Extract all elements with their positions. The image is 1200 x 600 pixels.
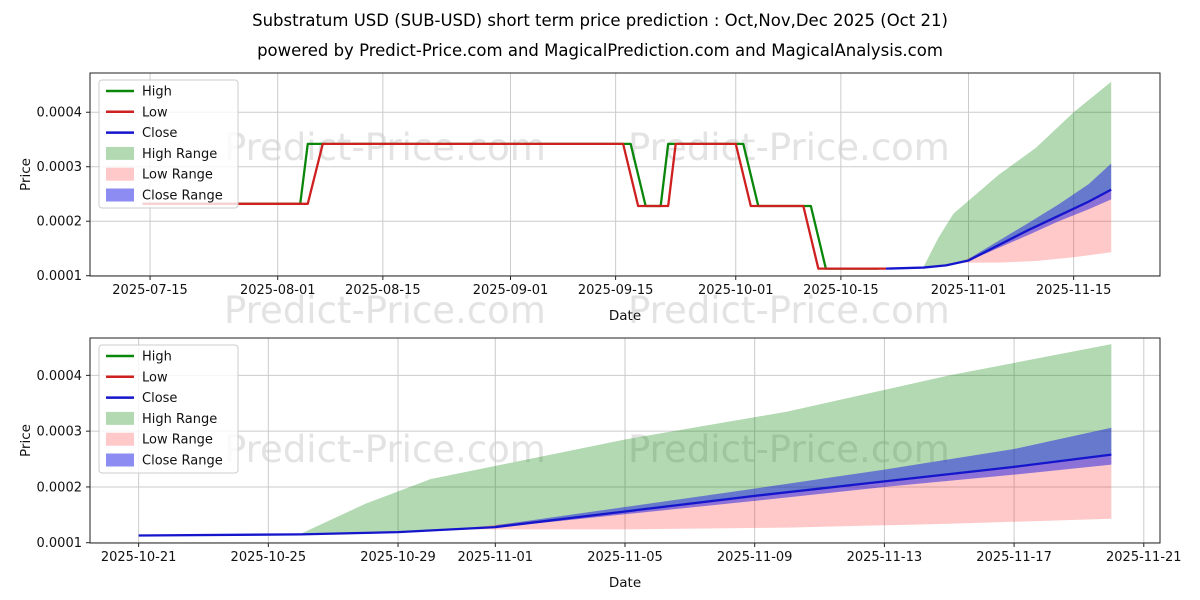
high-range-area: [923, 81, 1112, 268]
close-line: [885, 188, 1112, 270]
y-tick-label: 0.0001: [37, 269, 83, 284]
y-tick-label: 0.0001: [37, 536, 83, 551]
legend-label: Close Range: [142, 454, 223, 469]
x-tick-label: 2025-10-01: [698, 283, 774, 298]
x-axis-label: Date: [609, 308, 641, 324]
x-tick-label: 2025-11-15: [1036, 283, 1112, 298]
low-line: [142, 142, 886, 270]
x-tick-label: 2025-10-25: [231, 550, 307, 565]
legend-label: Close: [142, 391, 177, 406]
high-range-area: [300, 344, 1112, 535]
x-tick-label: 2025-11-05: [587, 550, 663, 565]
low-range-area: [961, 189, 1112, 263]
x-axis-label: Date: [609, 575, 641, 591]
legend-swatch-high-range: [106, 411, 134, 425]
legend-swatch-high-range: [106, 146, 134, 160]
x-tick-label: 2025-09-01: [473, 283, 549, 298]
legend-label: Low: [142, 105, 168, 120]
legend-swatch-low-range: [106, 432, 134, 446]
legend-label: High: [142, 85, 172, 100]
x-tick-label: 2025-08-01: [240, 283, 316, 298]
legend-label: Close: [142, 126, 177, 141]
y-tick-label: 0.0004: [37, 369, 83, 384]
y-tick-label: 0.0003: [37, 160, 83, 175]
x-tick-label: 2025-11-09: [717, 550, 793, 565]
watermark-text: Predict-Price.com: [628, 428, 950, 471]
y-tick-label: 0.0002: [37, 480, 83, 495]
legend-swatch-close-range: [106, 188, 134, 202]
watermark-text: Predict-Price.com: [224, 289, 546, 332]
low-range-area: [462, 454, 1112, 530]
y-tick-label: 0.0003: [37, 425, 83, 440]
legend-label: Close Range: [142, 189, 223, 204]
x-tick-label: 2025-10-21: [101, 550, 177, 565]
x-tick-label: 2025-09-15: [578, 283, 654, 298]
legend-swatch-close-range: [106, 453, 134, 467]
legend-label: High Range: [142, 412, 217, 427]
legend-label: Low Range: [142, 433, 213, 448]
plot-border: [89, 72, 1161, 277]
y-axis-label: Price: [18, 424, 34, 457]
x-tick-label: 2025-11-21: [1106, 550, 1182, 565]
watermark-text: Predict-Price.com: [224, 428, 546, 471]
y-axis-label: Price: [18, 158, 34, 191]
watermark-text: Predict-Price.com: [628, 126, 950, 169]
page-subtitle: powered by Predict-Price.com and Magical…: [257, 41, 943, 60]
watermark-text: Predict-Price.com: [628, 289, 950, 332]
y-tick-label: 0.0004: [37, 106, 83, 121]
legend-label: Low: [142, 370, 168, 385]
x-tick-label: 2025-10-15: [803, 283, 879, 298]
close-range-area: [495, 427, 1112, 528]
legend-label: Low Range: [142, 168, 213, 183]
x-tick-label: 2025-11-17: [976, 550, 1052, 565]
legend-label: High Range: [142, 147, 217, 162]
x-tick-label: 2025-11-01: [931, 283, 1007, 298]
page-title: Substratum USD (SUB-USD) short term pric…: [252, 11, 948, 30]
legend-swatch-low-range: [106, 167, 134, 181]
close-range-area: [968, 163, 1112, 262]
x-tick-label: 2025-08-15: [345, 283, 421, 298]
x-tick-label: 2025-07-15: [112, 283, 188, 298]
x-tick-label: 2025-10-29: [360, 550, 436, 565]
y-tick-label: 0.0002: [37, 215, 83, 230]
high-line: [142, 142, 879, 270]
legend-label: High: [142, 350, 172, 365]
x-tick-label: 2025-11-01: [458, 550, 534, 565]
close-line: [138, 453, 1112, 537]
x-tick-label: 2025-11-13: [847, 550, 923, 565]
